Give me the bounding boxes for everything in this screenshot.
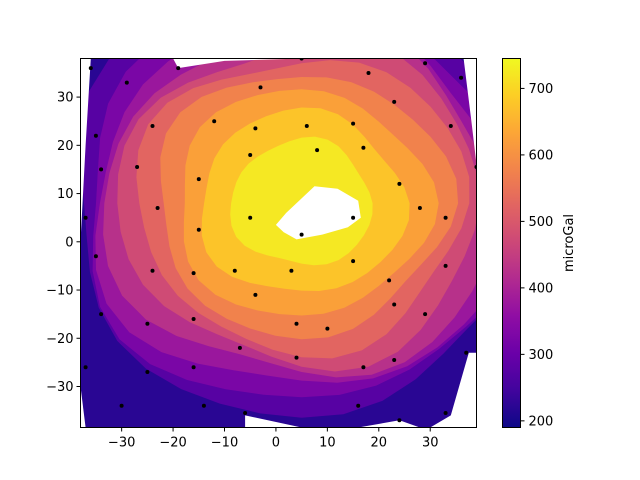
y-tick-label: 20 [57, 139, 74, 154]
hull-gap [245, 415, 302, 428]
hull-gap [80, 386, 86, 428]
station-point [212, 119, 217, 124]
y-axis: −30 −20 −10 0 10 20 30 [46, 91, 81, 395]
hull-gap [80, 58, 91, 242]
colorbar-tick-label: 300 [529, 348, 554, 363]
plot-frame [80, 58, 477, 428]
station-point [155, 206, 160, 210]
station-point [315, 148, 320, 153]
station-point [99, 167, 104, 172]
station-point [443, 215, 448, 220]
station-point [351, 121, 356, 126]
station-point [392, 302, 397, 307]
contour-fill-area [80, 58, 477, 428]
station-point [99, 312, 104, 317]
station-point [351, 215, 356, 220]
station-point [258, 85, 263, 90]
station-point [443, 411, 448, 415]
station-point [459, 75, 464, 80]
station-point [366, 71, 371, 75]
station-point [397, 418, 402, 423]
station-point [443, 263, 448, 268]
hull-gap [173, 58, 302, 69]
colorbar-label: microGal [562, 214, 577, 272]
station-point [191, 271, 196, 276]
colorbar-tick-label: 700 [529, 82, 554, 97]
station-point [387, 278, 392, 283]
station-point [253, 292, 258, 297]
station-point [289, 268, 294, 273]
station-point [124, 80, 129, 85]
y-tick-label: −30 [46, 380, 73, 395]
x-axis: −30 −20 −10 0 10 20 30 [108, 427, 439, 451]
station-point [201, 403, 206, 408]
station-point [299, 232, 304, 237]
station-point [83, 365, 88, 370]
station-point [392, 358, 397, 362]
station-point [351, 259, 356, 264]
station-point [145, 321, 150, 326]
hull-gap [430, 352, 477, 428]
station-point [145, 370, 150, 374]
station-point [356, 403, 361, 408]
y-tick-label: −10 [46, 284, 73, 299]
colorbar-ticks: 200 300 400 500 600 700 [520, 82, 554, 429]
colorbar-tick-label: 500 [529, 215, 554, 230]
x-tick-label: 10 [319, 436, 336, 451]
station-point [196, 177, 201, 182]
station-point [243, 411, 248, 415]
station-point [237, 345, 242, 350]
station-point [361, 365, 366, 370]
station-point [423, 312, 428, 317]
station-point [93, 133, 98, 138]
x-tick-label: −10 [211, 436, 238, 451]
station-point [361, 145, 366, 150]
x-tick-label: 30 [422, 436, 439, 451]
colorbar-tick-label: 400 [529, 281, 554, 296]
colorbar [502, 58, 521, 428]
x-tick-label: 0 [272, 436, 280, 451]
station-point [135, 165, 140, 169]
station-markers [83, 58, 477, 423]
station-point [248, 215, 253, 220]
station-point [294, 321, 299, 326]
station-point [294, 355, 299, 360]
station-point [176, 66, 181, 71]
station-point [119, 403, 124, 408]
station-point [191, 317, 196, 321]
station-point [248, 153, 253, 157]
station-point [196, 227, 201, 232]
station-point [325, 326, 330, 331]
station-point [448, 124, 453, 128]
x-tick-label: −20 [159, 436, 186, 451]
station-point [191, 365, 196, 370]
station-point [464, 350, 469, 355]
y-tick-label: 10 [57, 187, 74, 202]
station-point [397, 181, 402, 186]
y-tick-label: 30 [57, 91, 74, 106]
x-tick-label: 20 [371, 436, 388, 451]
station-point [150, 268, 155, 273]
y-tick-label: −20 [46, 332, 73, 347]
station-point [83, 215, 88, 220]
station-point [304, 124, 309, 128]
station-point [88, 66, 93, 71]
hull-gap [463, 58, 477, 165]
colorbar-tick-label: 600 [529, 148, 554, 163]
station-point [93, 254, 98, 259]
contour-peak-gap [275, 186, 361, 240]
station-point [232, 268, 237, 273]
station-point [423, 61, 428, 66]
colorbar-tick-label: 200 [529, 414, 554, 429]
hull-gap [358, 420, 420, 428]
station-point [417, 206, 422, 210]
station-point [392, 99, 397, 104]
y-tick-label: 0 [65, 235, 73, 250]
x-tick-label: −30 [108, 436, 135, 451]
station-point [253, 126, 258, 131]
station-point [150, 124, 155, 128]
